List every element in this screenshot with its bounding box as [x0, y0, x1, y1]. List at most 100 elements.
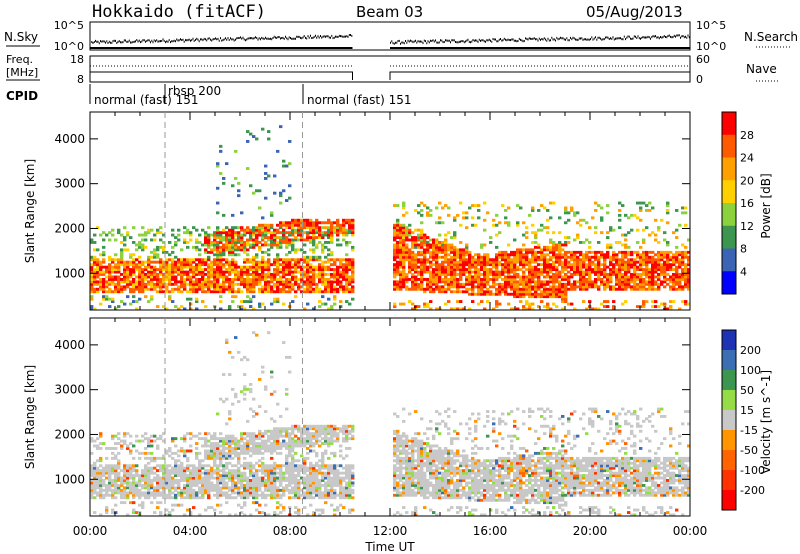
heatmap-cell — [210, 285, 214, 289]
heatmap-cell — [186, 456, 190, 460]
heatmap-cell — [678, 287, 682, 291]
heatmap-cell — [639, 278, 643, 281]
heatmap-cell — [327, 233, 331, 237]
heatmap-cell — [282, 241, 286, 244]
heatmap-cell — [171, 484, 175, 487]
heatmap-cell — [267, 248, 271, 252]
heatmap-cell — [552, 248, 556, 252]
heatmap-cell — [111, 471, 115, 475]
heatmap-cell — [126, 491, 130, 495]
heatmap-cell — [117, 484, 121, 487]
heatmap-cell — [249, 265, 253, 269]
heatmap-cell — [396, 268, 400, 271]
heatmap-cell — [132, 486, 136, 490]
heatmap-cell — [144, 275, 148, 279]
heatmap-cell — [129, 434, 133, 438]
heatmap-cell — [639, 206, 643, 210]
heatmap-cell — [147, 474, 151, 477]
heatmap-cell — [483, 228, 487, 232]
heatmap-cell — [567, 278, 571, 281]
heatmap-cell — [270, 469, 274, 473]
heatmap-cell — [684, 300, 688, 303]
heatmap-cell — [195, 447, 199, 450]
heatmap-cell — [342, 278, 346, 281]
heatmap-cell — [309, 290, 313, 294]
heatmap-cell — [204, 486, 208, 490]
heatmap-cell — [447, 253, 451, 257]
heatmap-cell — [429, 260, 433, 264]
heatmap-cell — [411, 255, 415, 259]
heatmap-cell — [213, 493, 217, 497]
heatmap-cell — [249, 305, 253, 308]
heatmap-cell — [564, 221, 568, 225]
heatmap-cell — [102, 245, 106, 249]
heatmap-cell — [285, 486, 289, 490]
heatmap-cell — [189, 282, 193, 286]
heatmap-cell — [285, 432, 289, 436]
heatmap-cell — [483, 255, 487, 259]
heatmap-cell — [276, 290, 280, 294]
heatmap-cell — [480, 273, 484, 276]
heatmap-cell — [666, 221, 670, 225]
heatmap-cell — [330, 233, 334, 237]
heatmap-cell — [219, 461, 223, 465]
heatmap-cell — [165, 273, 169, 276]
heatmap-cell — [570, 206, 574, 210]
heatmap-cell — [642, 280, 646, 284]
heatmap-cell — [321, 243, 325, 247]
heatmap-cell — [399, 285, 403, 289]
heatmap-cell — [462, 248, 466, 252]
heatmap-cell — [594, 250, 598, 254]
heatmap-cell — [135, 300, 139, 303]
heatmap-cell — [459, 248, 463, 252]
heatmap-cell — [285, 270, 289, 274]
heatmap-cell — [267, 253, 271, 257]
heatmap-cell — [669, 278, 673, 281]
heatmap-cell — [489, 268, 493, 271]
heatmap-cell — [168, 454, 172, 458]
heatmap-cell — [204, 236, 208, 239]
heatmap-cell — [531, 223, 535, 227]
heatmap-cell — [219, 439, 223, 443]
heatmap-cell — [264, 432, 268, 436]
heatmap-cell — [264, 464, 268, 468]
heatmap-cell — [285, 461, 289, 465]
heatmap-cell — [210, 243, 214, 247]
heatmap-cell — [675, 250, 679, 254]
heatmap-cell — [225, 231, 229, 235]
heatmap-cell — [555, 260, 559, 264]
heatmap-cell — [315, 275, 319, 279]
heatmap-cell — [243, 248, 247, 252]
heatmap-cell — [225, 287, 229, 291]
heatmap-cell — [144, 484, 148, 487]
heatmap-cell — [114, 265, 118, 269]
heatmap-cell — [252, 268, 256, 271]
heatmap-cell — [222, 466, 226, 470]
heatmap-cell — [312, 265, 316, 269]
heatmap-cell — [444, 290, 448, 294]
heatmap-cell — [558, 216, 562, 220]
heatmap-cell — [546, 290, 550, 294]
heatmap-cell — [138, 481, 142, 485]
heatmap-cell — [288, 265, 292, 269]
heatmap-cell — [687, 263, 691, 267]
heatmap-cell — [231, 248, 235, 252]
heatmap-cell — [240, 390, 244, 394]
heatmap-cell — [213, 233, 217, 237]
heatmap-cell — [186, 432, 190, 436]
heatmap-cell — [540, 282, 544, 286]
heatmap-cell — [222, 278, 226, 281]
heatmap-cell — [264, 172, 268, 175]
heatmap-cell — [198, 464, 202, 468]
heatmap-cell — [297, 238, 301, 242]
heatmap-cell — [201, 444, 205, 448]
heatmap-cell — [327, 268, 331, 271]
heatmap-cell — [516, 280, 520, 284]
heatmap-cell — [279, 471, 283, 475]
heatmap-cell — [234, 451, 238, 455]
heatmap-cell — [231, 226, 235, 230]
heatmap-cell — [150, 479, 154, 482]
heatmap-cell — [348, 223, 352, 227]
heatmap-cell — [402, 253, 406, 257]
